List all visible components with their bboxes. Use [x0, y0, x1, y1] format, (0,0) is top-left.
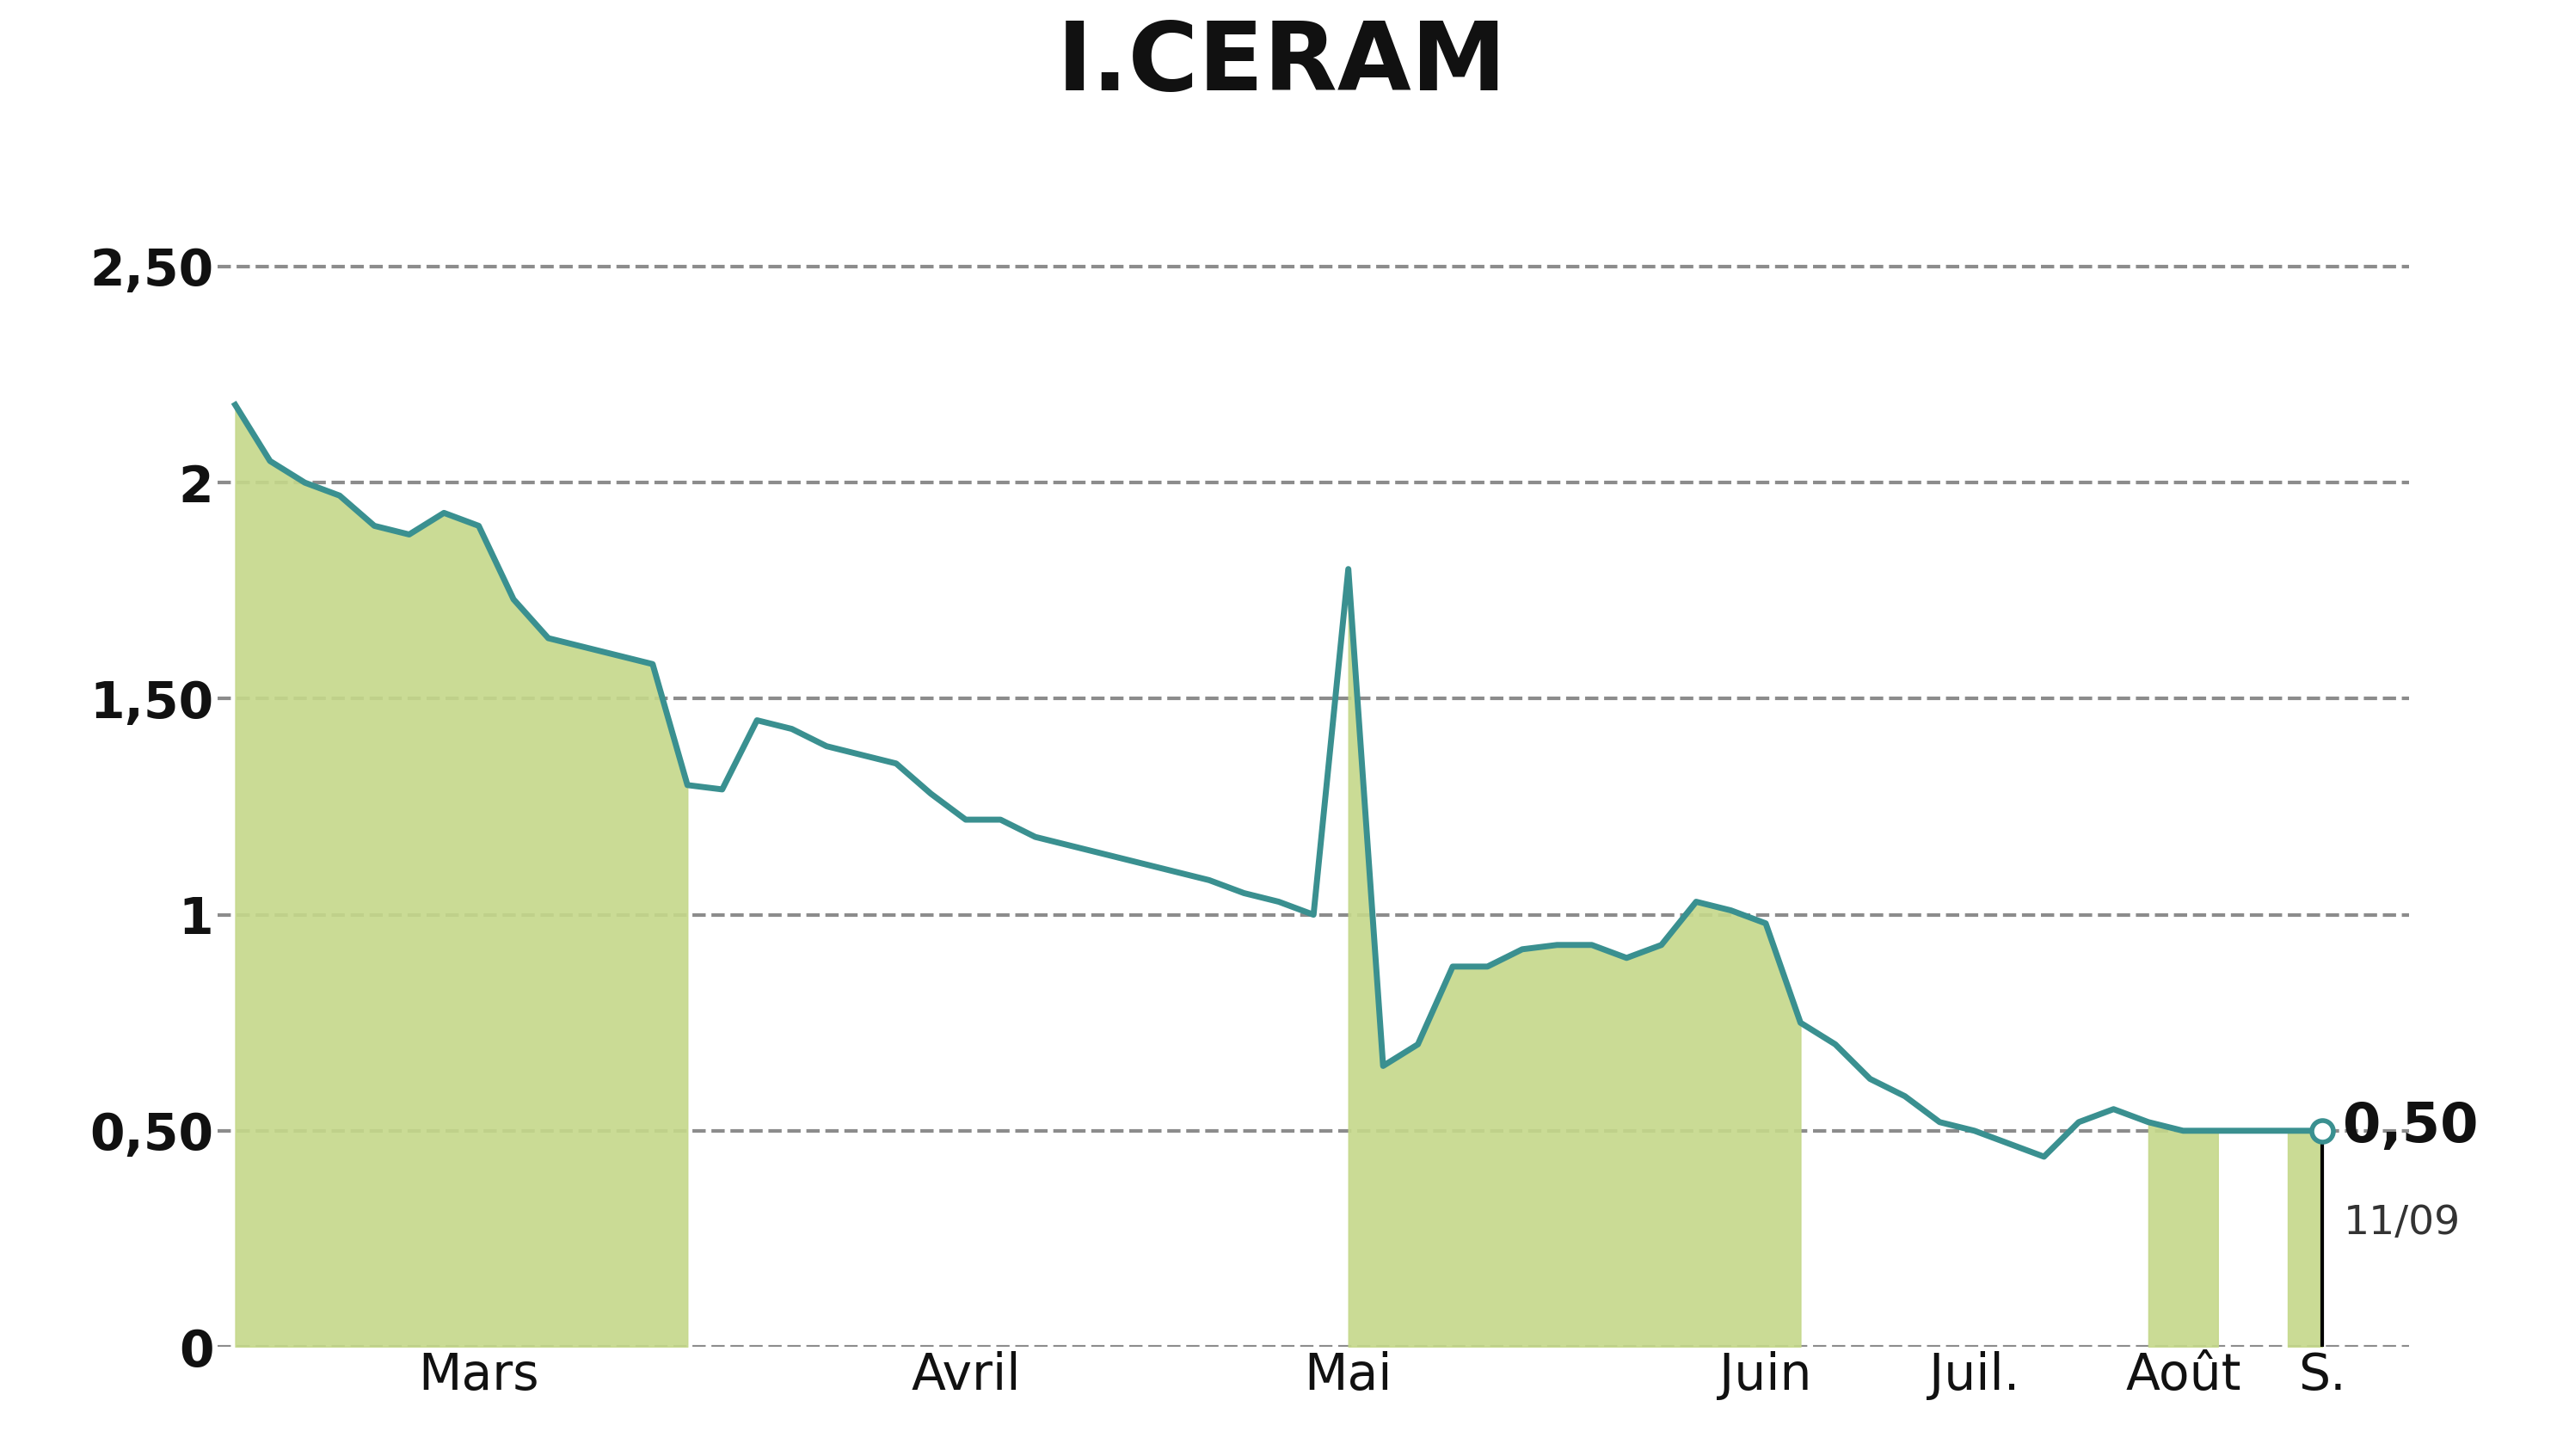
Text: I.CERAM: I.CERAM	[1056, 19, 1507, 111]
Text: 11/09: 11/09	[2343, 1204, 2460, 1243]
Text: 0,50: 0,50	[2343, 1099, 2478, 1153]
